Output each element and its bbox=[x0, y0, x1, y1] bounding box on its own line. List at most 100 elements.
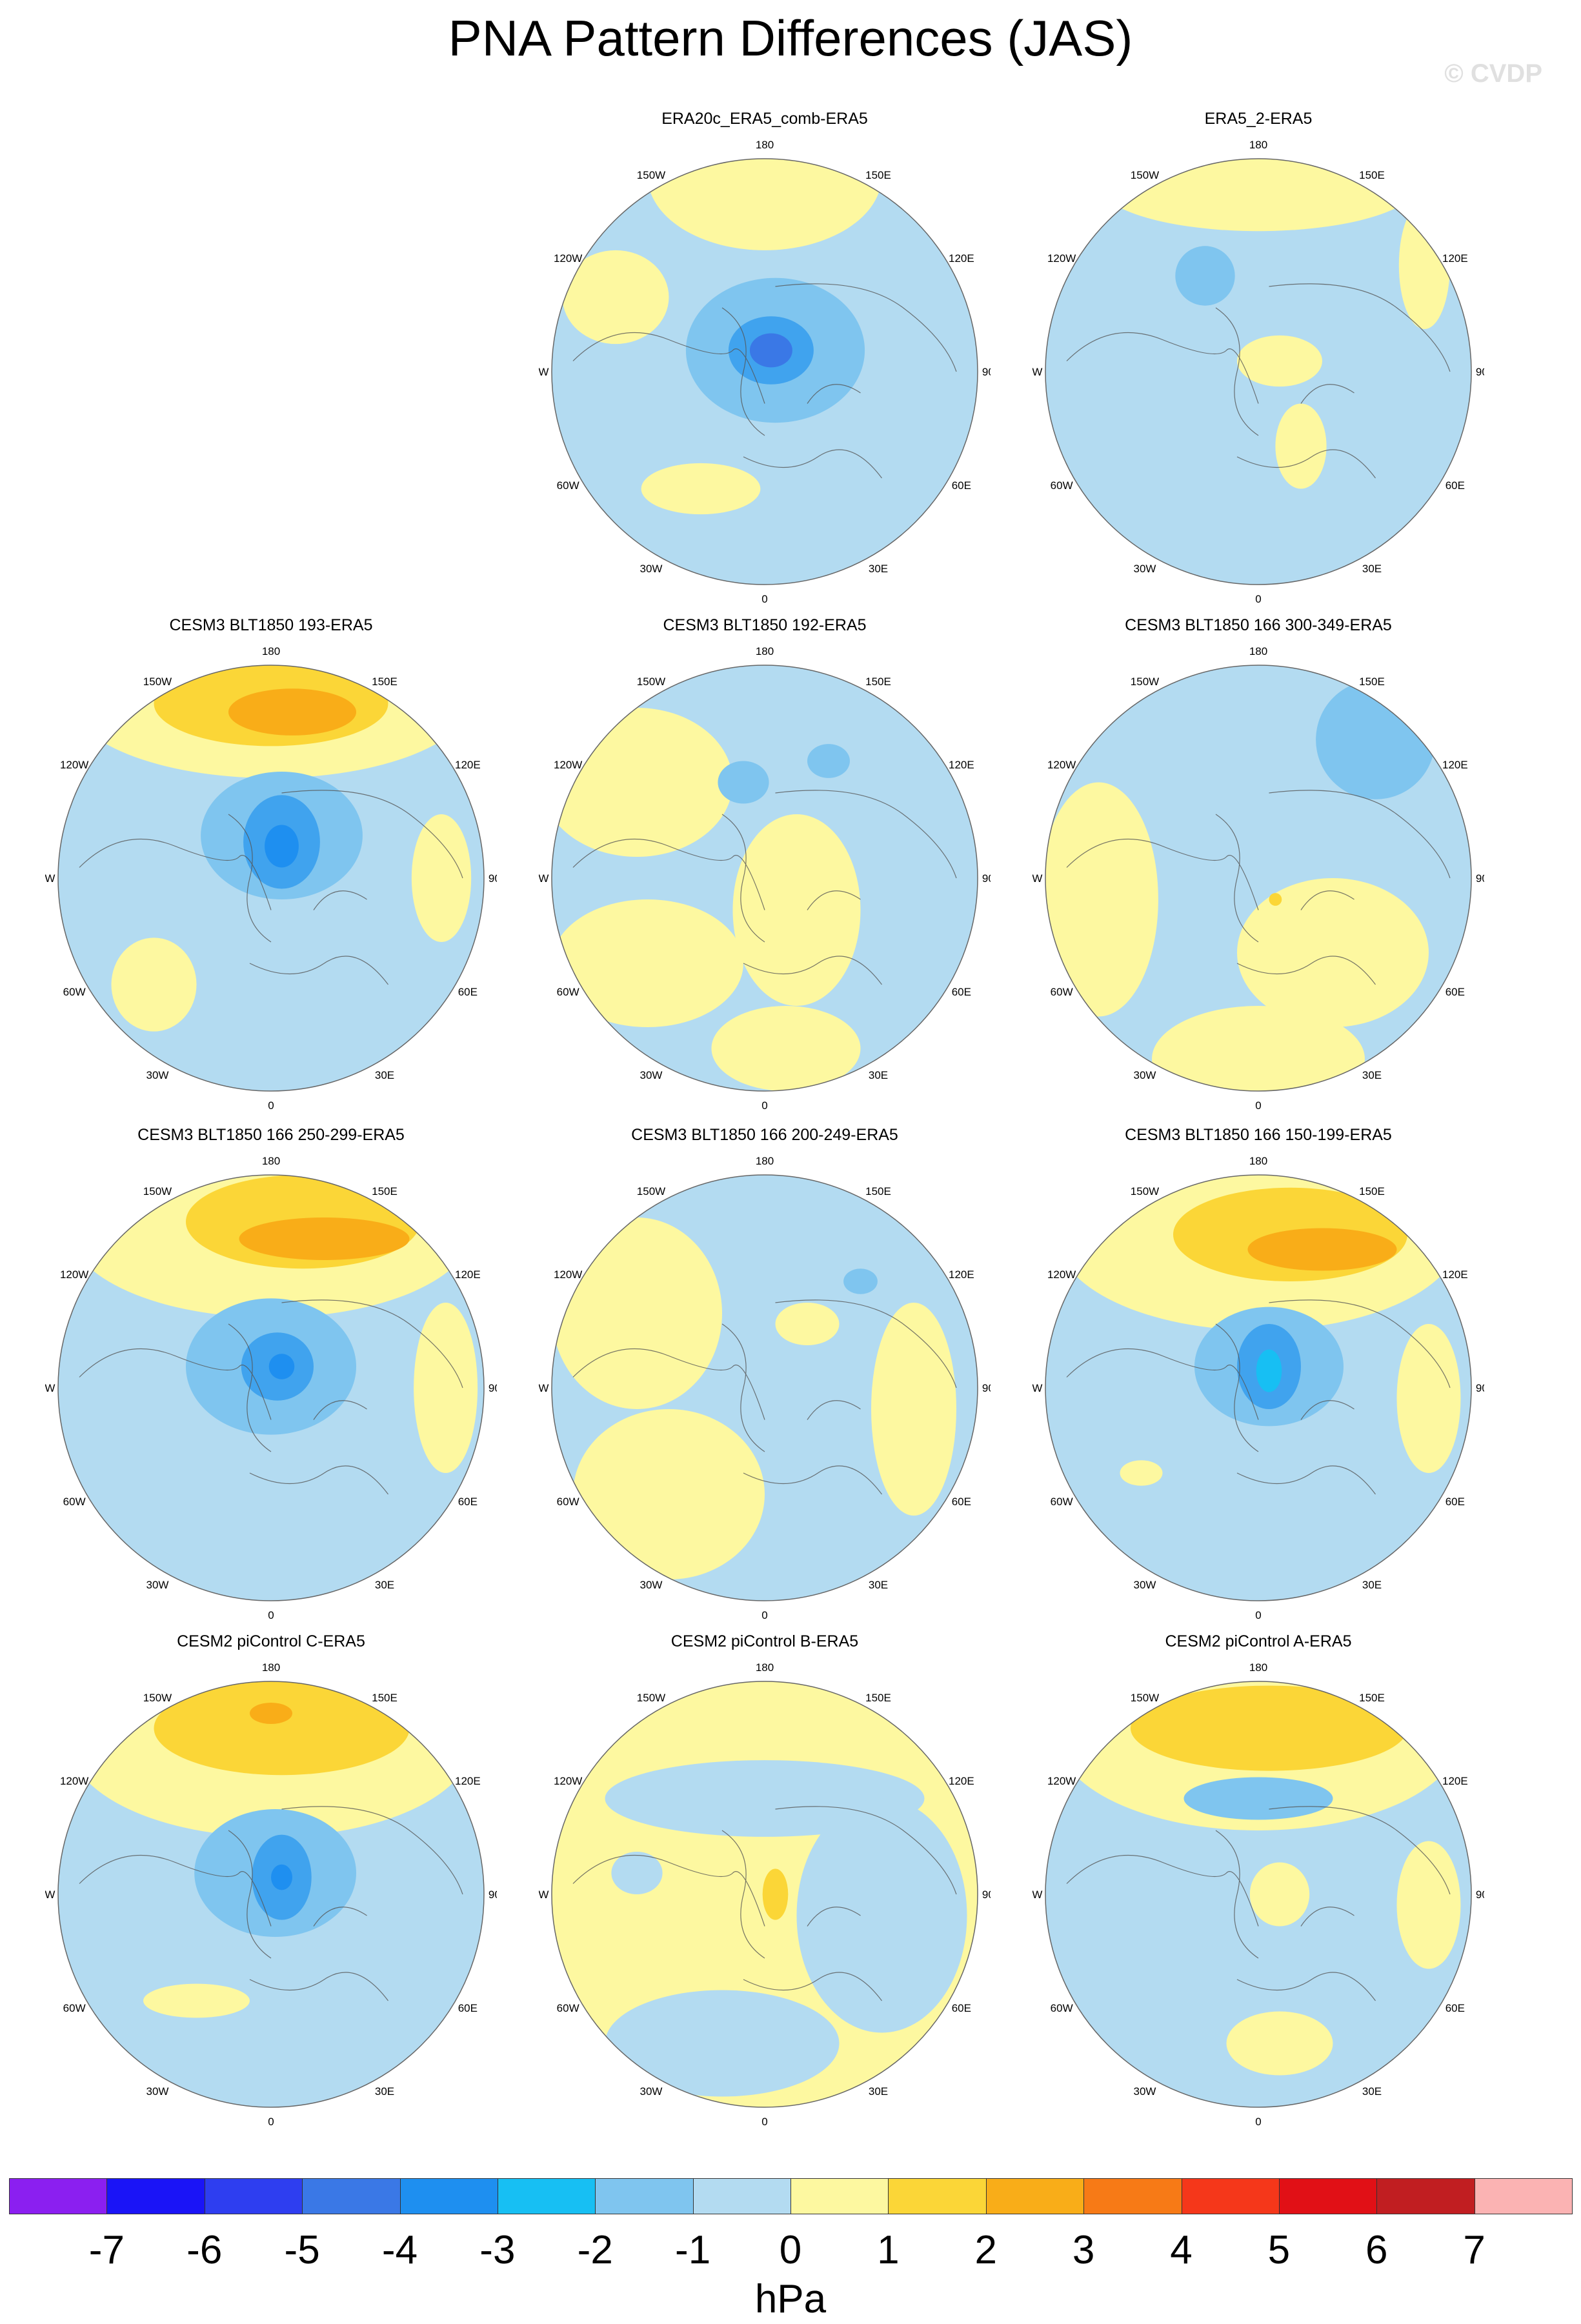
anomaly-contour bbox=[647, 159, 882, 250]
longitude-label: 30E bbox=[1362, 2085, 1382, 2098]
longitude-label: 90W bbox=[45, 1888, 55, 1901]
map-border bbox=[57, 1174, 485, 1601]
anomaly-contour bbox=[228, 688, 356, 736]
anomaly-contour bbox=[871, 1303, 956, 1516]
anomaly-contour bbox=[1237, 335, 1322, 387]
colorbar-swatch bbox=[204, 2178, 303, 2214]
longitude-label: 0 bbox=[268, 1099, 274, 1112]
longitude-label: 90W bbox=[539, 872, 549, 885]
longitude-label: 180 bbox=[262, 1661, 280, 1674]
colorbar-tick-label: 2 bbox=[974, 2228, 997, 2272]
colorbar-tick-label: 0 bbox=[779, 2228, 802, 2272]
anomaly-contour bbox=[1098, 159, 1418, 232]
anomaly-contour bbox=[732, 814, 861, 1006]
colorbar-swatch bbox=[9, 2178, 108, 2214]
longitude-label: 120E bbox=[949, 1268, 974, 1281]
colorbar-tick-label: 5 bbox=[1267, 2228, 1291, 2272]
colorbar-swatch bbox=[1376, 2178, 1475, 2214]
longitude-label: 120W bbox=[60, 1268, 88, 1281]
longitude-label: 90W bbox=[539, 366, 549, 378]
longitude-label: 90W bbox=[1032, 872, 1042, 885]
longitude-label: 120W bbox=[1047, 1775, 1076, 1787]
longitude-label: 60E bbox=[458, 2002, 478, 2014]
longitude-label: 150E bbox=[372, 676, 398, 688]
coastlines bbox=[79, 1299, 463, 1495]
longitude-label: 90W bbox=[539, 1888, 549, 1901]
colorbar-swatch bbox=[595, 2178, 694, 2214]
panel-title: CESM3 BLT1850 192-ERA5 bbox=[663, 616, 867, 634]
colorbar-swatch bbox=[106, 2178, 205, 2214]
polar-map: 180 150E 120E 90E 60E 30E 0 30W 60W 90W 120W 150W bbox=[539, 1661, 991, 2128]
longitude-label: 0 bbox=[1255, 2116, 1261, 2128]
longitude-label: 150E bbox=[372, 1692, 398, 1704]
colorbar-swatch bbox=[790, 2178, 889, 2214]
anomaly-contour bbox=[552, 708, 733, 857]
anomaly-contour bbox=[552, 1217, 722, 1409]
longitude-label: 30W bbox=[640, 1579, 663, 1591]
longitude-label: 60W bbox=[557, 986, 579, 998]
colorbar-tick-label: 4 bbox=[1170, 2228, 1193, 2272]
longitude-label: 120E bbox=[1442, 252, 1468, 265]
map-border bbox=[1045, 665, 1472, 1092]
longitude-label: 0 bbox=[268, 2116, 274, 2128]
colorbar-tick-label: 7 bbox=[1463, 2228, 1485, 2272]
longitude-label: 30W bbox=[640, 2085, 663, 2098]
longitude-label: 90E bbox=[982, 1382, 991, 1394]
longitude-label: 90E bbox=[488, 1888, 497, 1901]
coastlines bbox=[1066, 1299, 1451, 1495]
colorbar-swatch bbox=[497, 2178, 596, 2214]
coastlines bbox=[572, 283, 957, 479]
longitude-label: 180 bbox=[756, 1155, 774, 1167]
coastlines bbox=[572, 1299, 957, 1495]
polar-map: 180 150E 120E 90E 60E 30E 0 30W 60W 90W 120W 150W bbox=[45, 1155, 497, 1621]
colorbar-swatch bbox=[985, 2178, 1085, 2214]
anomaly-contour bbox=[1256, 1349, 1282, 1392]
map-panel: CESM3 BLT1850 166 250-299-ERA5 180 150E 120… bbox=[45, 1126, 497, 1642]
map-border bbox=[1045, 1681, 1472, 2108]
longitude-label: 60E bbox=[952, 1496, 971, 1508]
longitude-label: 0 bbox=[1255, 593, 1261, 605]
coastlines bbox=[79, 790, 463, 985]
anomaly-contour bbox=[1131, 1685, 1407, 1771]
longitude-label: 150E bbox=[1359, 1185, 1385, 1197]
panel-title: CESM2 piControl C-ERA5 bbox=[177, 1632, 365, 1650]
anomaly-contour bbox=[562, 250, 669, 345]
colorbar bbox=[9, 2178, 1573, 2216]
longitude-label: 150W bbox=[637, 676, 665, 688]
longitude-label: 120W bbox=[1047, 1268, 1076, 1281]
anomaly-contour bbox=[796, 1798, 967, 2033]
longitude-label: 30W bbox=[1134, 1069, 1156, 1081]
coastlines bbox=[1066, 283, 1451, 479]
anomaly-contour bbox=[1316, 680, 1435, 799]
longitude-label: 0 bbox=[761, 1609, 767, 1621]
longitude-label: 60E bbox=[1445, 1496, 1465, 1508]
colorbar-tick-label: -2 bbox=[577, 2228, 613, 2272]
polar-map: 180 150E 120E 90E 60E 30E 0 30W 60W 90W 120W 150W bbox=[539, 645, 991, 1112]
longitude-label: 120E bbox=[1442, 1268, 1468, 1281]
colorbar-swatch bbox=[692, 2178, 791, 2214]
longitude-label: 30E bbox=[869, 1069, 888, 1081]
longitude-label: 90W bbox=[45, 872, 55, 885]
longitude-label: 90E bbox=[488, 872, 497, 885]
longitude-label: 150W bbox=[143, 1185, 172, 1197]
longitude-label: 150E bbox=[1359, 169, 1385, 181]
map-border bbox=[57, 665, 485, 1092]
longitude-label: 150W bbox=[1131, 1185, 1159, 1197]
colorbar-swatch bbox=[1474, 2178, 1573, 2214]
panel-title: ERA5_2-ERA5 bbox=[1204, 110, 1313, 128]
longitude-label: 0 bbox=[1255, 1609, 1261, 1621]
colorbar-tick-label: -3 bbox=[479, 2228, 516, 2272]
anomaly-contour bbox=[605, 1990, 840, 2097]
anomaly-contour bbox=[1249, 1862, 1310, 1927]
anomaly-contour bbox=[718, 761, 769, 804]
map-border bbox=[551, 665, 978, 1092]
longitude-label: 90E bbox=[1476, 872, 1484, 885]
polar-map: 180 150E 120E 90E 60E 30E 0 30W 60W 90W 120W 150W bbox=[45, 645, 497, 1112]
longitude-label: 120W bbox=[554, 759, 582, 771]
longitude-label: 30W bbox=[1134, 563, 1156, 575]
anomaly-contour bbox=[552, 899, 743, 1027]
anomaly-contour bbox=[271, 1864, 292, 1890]
longitude-label: 0 bbox=[761, 2116, 767, 2128]
longitude-label: 180 bbox=[1249, 1661, 1267, 1674]
polar-map: 180 150E 120E 90E 60E 30E 0 30W 60W 90W 120W 150W bbox=[539, 1155, 991, 1621]
